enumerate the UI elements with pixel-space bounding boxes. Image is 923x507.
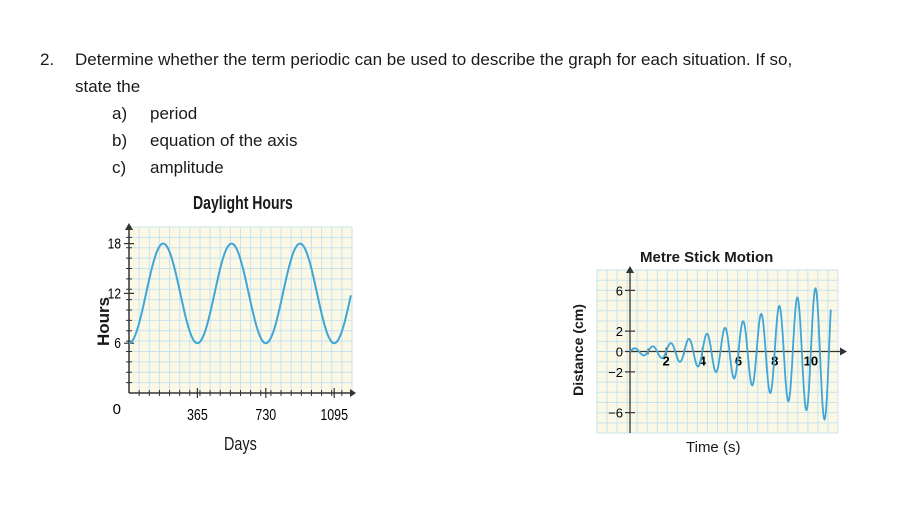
- part-a-label: a): [112, 104, 128, 123]
- question-text-line2: state the: [75, 77, 141, 96]
- daylight-x-tick-label: 365: [187, 407, 208, 425]
- part-c-text: amplitude: [150, 158, 224, 177]
- metre-chart-title: Metre Stick Motion: [640, 249, 774, 266]
- metre-x-tick-label: 4: [699, 354, 707, 369]
- part-c: c) amplitude: [112, 158, 224, 178]
- metre-y-tick-label: −2: [608, 365, 623, 380]
- daylight-x-tick-label: 730: [255, 407, 276, 425]
- daylight-x-axis-label: Days: [224, 434, 257, 454]
- metre-y-tick-label: 0: [616, 345, 623, 360]
- daylight-y-axis-arrow: [125, 223, 133, 230]
- part-b-text: equation of the axis: [150, 131, 298, 150]
- metre-y-axis-label: Distance (cm): [570, 304, 586, 396]
- metre-x-axis-arrow: [840, 347, 847, 356]
- metre-y-axis-arrow: [626, 266, 634, 273]
- metre-x-axis-label: Time (s): [686, 439, 741, 456]
- metre-y-tick-label: 2: [616, 324, 623, 339]
- part-c-label: c): [112, 158, 127, 177]
- daylight-y-tick-label: 6: [114, 335, 121, 352]
- daylight-y-tick-label: 18: [108, 235, 121, 252]
- daylight-x-axis-arrow: [350, 389, 356, 397]
- daylight-y-tick-label: 12: [108, 285, 121, 302]
- part-a: a) period: [112, 104, 197, 124]
- metre-series-line: [629, 287, 832, 421]
- metre-x-tick-label: 2: [663, 354, 670, 369]
- question-text-line1: Determine whether the term periodic can …: [75, 50, 793, 69]
- daylight-chart-title: Daylight Hours: [193, 193, 293, 213]
- daylight-series-line: [128, 242, 352, 345]
- metre-y-tick-label: −6: [608, 406, 623, 421]
- metre-y-tick-label: 6: [616, 283, 623, 298]
- part-b-label: b): [112, 131, 128, 150]
- daylight-origin-label: 0: [113, 401, 121, 418]
- part-a-text: period: [150, 104, 198, 123]
- daylight-x-tick-label: 1095: [320, 407, 348, 425]
- metre-x-tick-label: 6: [735, 354, 742, 369]
- question-number: 2.: [40, 50, 55, 69]
- part-b: b) equation of the axis: [112, 131, 297, 151]
